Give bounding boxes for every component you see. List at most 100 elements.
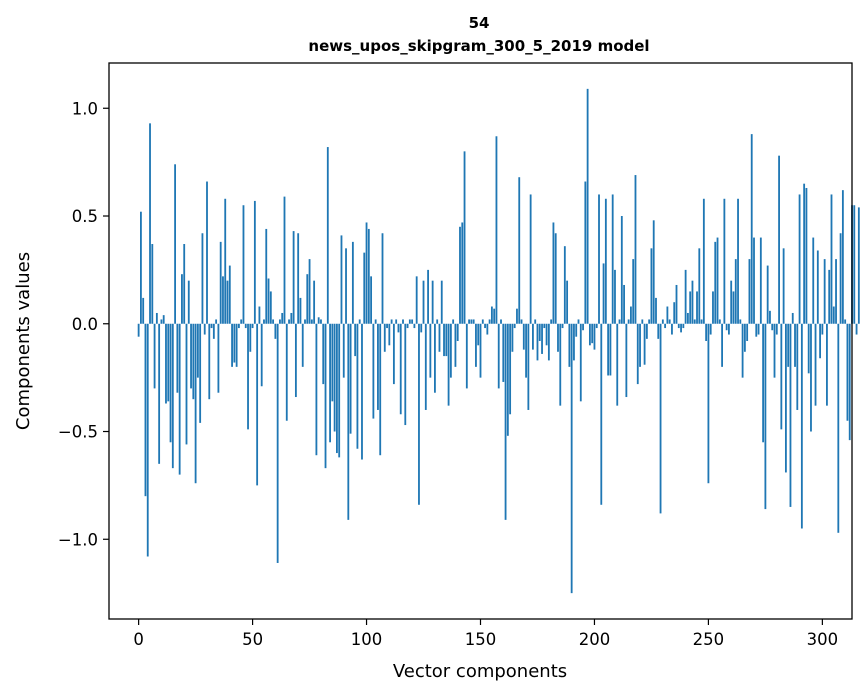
bar-component-168 xyxy=(520,319,523,324)
bar-component-71 xyxy=(299,297,302,324)
bar-component-84 xyxy=(329,323,331,443)
bar-component-129 xyxy=(431,280,434,324)
bar-component-130 xyxy=(434,323,436,393)
bar-component-53 xyxy=(258,306,261,324)
bar-component-2 xyxy=(142,297,145,324)
bar-component-212 xyxy=(620,216,623,324)
bar-component-262 xyxy=(734,259,737,324)
bar-component-109 xyxy=(386,323,388,329)
bar-component-218 xyxy=(634,175,637,324)
bar-component-173 xyxy=(532,323,534,350)
chart-title-line1: 54 xyxy=(469,14,490,32)
bar-component-255 xyxy=(718,319,721,324)
bar-component-249 xyxy=(705,323,708,341)
bar-component-123 xyxy=(418,323,420,505)
bar-component-284 xyxy=(784,323,787,473)
bar-component-126 xyxy=(424,323,427,410)
bar-component-66 xyxy=(288,319,290,324)
bar-component-283 xyxy=(782,248,785,324)
bar-component-52 xyxy=(256,323,259,486)
bar-component-64 xyxy=(283,196,286,324)
bar-component-258 xyxy=(725,323,728,331)
bar-component-193 xyxy=(577,319,580,324)
bar-component-175 xyxy=(536,323,539,361)
bar-component-267 xyxy=(746,323,749,341)
bar-component-5 xyxy=(149,123,151,324)
bar-component-90 xyxy=(342,323,345,378)
bar-component-316 xyxy=(857,207,860,324)
bar-component-17 xyxy=(176,323,179,393)
bar-component-88 xyxy=(338,323,341,458)
bar-component-47 xyxy=(244,323,247,329)
bar-component-201 xyxy=(595,323,598,329)
bar-component-289 xyxy=(796,323,799,410)
bar-component-237 xyxy=(677,323,680,329)
bar-component-92 xyxy=(347,323,350,520)
bar-component-60 xyxy=(274,323,277,339)
bar-component-113 xyxy=(395,319,398,324)
bar-component-22 xyxy=(187,280,190,324)
bar-component-144 xyxy=(465,323,468,389)
bar-component-172 xyxy=(529,194,532,324)
bar-component-210 xyxy=(616,323,619,406)
bar-component-196 xyxy=(584,181,587,324)
bar-component-48 xyxy=(247,323,249,430)
bar-component-29 xyxy=(203,323,206,335)
bar-component-23 xyxy=(190,323,192,389)
x-tick-label: 300 xyxy=(807,630,839,649)
bar-component-98 xyxy=(361,323,363,460)
bar-component-102 xyxy=(370,276,373,324)
bar-component-167 xyxy=(518,177,521,324)
bar-component-256 xyxy=(721,323,723,367)
bar-component-158 xyxy=(497,323,500,389)
bar-component-181 xyxy=(550,319,553,324)
bar-component-295 xyxy=(810,323,812,432)
bar-component-273 xyxy=(759,237,762,324)
bar-component-280 xyxy=(775,323,778,335)
bar-component-179 xyxy=(545,323,548,346)
bar-component-46 xyxy=(242,205,245,324)
bar-component-239 xyxy=(682,323,685,329)
bar-component-242 xyxy=(689,291,692,324)
bar-component-229 xyxy=(659,323,662,514)
bar-component-248 xyxy=(702,198,705,324)
bar-component-20 xyxy=(183,244,186,324)
bar-component-305 xyxy=(832,306,835,324)
bar-component-224 xyxy=(648,319,651,324)
bar-component-233 xyxy=(668,319,671,324)
bar-component-287 xyxy=(791,312,794,324)
bar-component-30 xyxy=(206,181,208,324)
bar-component-152 xyxy=(484,323,486,329)
bar-component-300 xyxy=(821,323,824,335)
bar-component-28 xyxy=(201,233,204,324)
bar-component-35 xyxy=(217,323,220,393)
bar-component-185 xyxy=(559,323,562,406)
bar-component-75 xyxy=(308,259,311,324)
bar-component-99 xyxy=(363,252,366,324)
bar-component-77 xyxy=(313,280,316,324)
bar-component-159 xyxy=(500,319,502,324)
bar-component-104 xyxy=(374,319,377,324)
bar-component-235 xyxy=(673,302,676,324)
bar-component-74 xyxy=(306,274,309,324)
bar-component-4 xyxy=(146,323,149,557)
bar-component-58 xyxy=(269,291,272,324)
bar-component-148 xyxy=(475,323,477,367)
bar-component-275 xyxy=(764,323,767,510)
bar-component-312 xyxy=(848,323,851,441)
bar-component-254 xyxy=(716,237,719,324)
bar-component-309 xyxy=(841,190,844,324)
bar-component-227 xyxy=(655,297,657,324)
bar-component-221 xyxy=(641,319,644,324)
bar-component-151 xyxy=(481,319,484,324)
bar-component-288 xyxy=(794,323,796,367)
bar-component-125 xyxy=(422,280,425,324)
bar-component-174 xyxy=(534,319,537,324)
bar-component-44 xyxy=(238,323,240,329)
bar-component-54 xyxy=(260,323,263,387)
bar-component-252 xyxy=(712,291,714,324)
bar-component-186 xyxy=(561,323,564,329)
bar-component-132 xyxy=(438,323,441,352)
bar-component-272 xyxy=(757,323,760,335)
